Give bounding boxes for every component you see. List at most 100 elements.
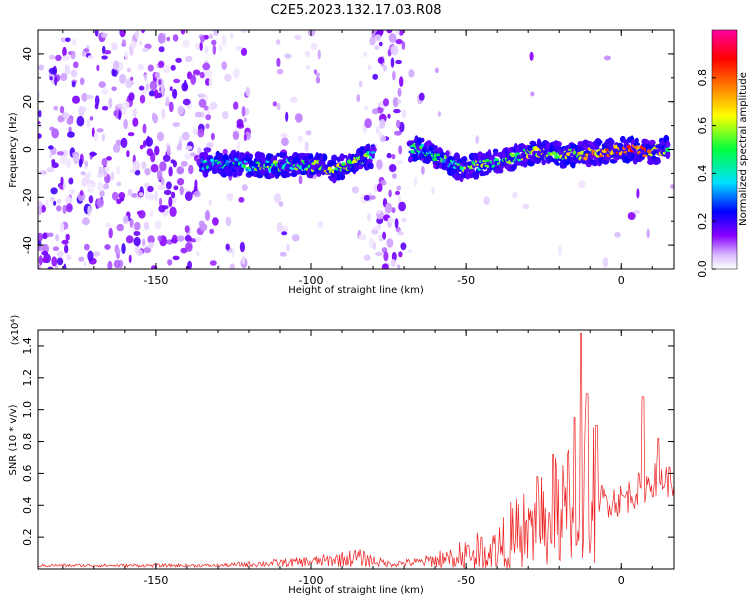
y-tick-label: 0 — [21, 146, 34, 153]
heatmap-speckle — [90, 180, 96, 189]
heatmap-speckle — [101, 105, 109, 111]
ridge-halo — [331, 154, 338, 162]
ridge-halo — [492, 148, 499, 154]
heatmap-speckle — [245, 86, 251, 97]
heatmap-speckle — [243, 117, 248, 123]
heatmap-speckle — [120, 137, 128, 148]
heatmap-speckle — [142, 47, 149, 53]
heatmap-speckle — [162, 154, 171, 162]
heatmap-speckle — [221, 35, 227, 46]
heatmap-speckle — [87, 250, 94, 262]
ridge-core — [281, 166, 285, 170]
heatmap-speckle — [160, 82, 165, 93]
heatmap-speckle — [172, 160, 177, 168]
heatmap-speckle — [194, 179, 198, 189]
ridge-halo — [322, 153, 328, 162]
heatmap-speckle — [81, 106, 87, 112]
heatmap-speckle — [392, 97, 399, 108]
heatmap-speckle — [100, 32, 108, 38]
heatmap-speckle — [475, 135, 480, 144]
heatmap-speckle — [180, 30, 186, 35]
colorbar-label: Normalized spectral amplitude — [738, 72, 749, 226]
heatmap-speckle — [166, 145, 171, 156]
heatmap-speckle — [226, 192, 234, 201]
heatmap-speckle — [104, 166, 110, 173]
heatmap-speckle — [391, 207, 396, 214]
heatmap-speckle — [204, 45, 209, 54]
heatmap-speckle — [130, 40, 137, 49]
heatmap-speckle — [384, 202, 393, 214]
heatmap-speckle — [240, 30, 248, 34]
heatmap-speckle — [400, 242, 407, 251]
heatmap-speckle — [62, 55, 71, 61]
ridge-halo — [420, 137, 425, 143]
heatmap-speckle — [138, 210, 146, 219]
heatmap-speckle — [46, 167, 55, 173]
heatmap-speckle — [204, 210, 211, 221]
heatmap-speckle — [382, 64, 388, 72]
heatmap-speckle — [636, 188, 640, 199]
heatmap-speckle — [185, 55, 193, 63]
heatmap-speckle — [304, 50, 311, 57]
heatmap-speckle — [154, 71, 161, 79]
ridge-halo — [541, 159, 546, 166]
heatmap-speckle — [59, 222, 65, 233]
heatmap-speckle — [111, 42, 118, 51]
heatmap-speckle — [210, 132, 215, 141]
heatmap-speckle — [96, 64, 100, 72]
heatmap-speckle — [87, 188, 95, 193]
heatmap-speckle — [356, 94, 361, 103]
heatmap-speckle — [483, 196, 490, 206]
heatmap-speckle — [89, 116, 94, 121]
heatmap-speckle — [171, 196, 177, 204]
heatmap-speckle — [168, 101, 174, 113]
heatmap-speckle — [184, 191, 193, 202]
heatmap-speckle — [103, 183, 109, 190]
heatmap-speckle — [138, 40, 143, 46]
heatmap-speckle — [184, 225, 190, 233]
heatmap-speckle — [124, 51, 129, 60]
heatmap-speckle — [205, 114, 212, 121]
heatmap-speckle — [123, 118, 128, 130]
heatmap-speckle — [375, 251, 383, 256]
heatmap-speckle — [53, 105, 59, 111]
heatmap-speckle — [530, 91, 535, 97]
heatmap-speckle — [72, 95, 80, 104]
heatmap-speckle — [172, 88, 178, 99]
heatmap-speckle — [149, 210, 154, 217]
heatmap-speckle — [112, 69, 118, 77]
heatmap-speckle — [78, 256, 85, 262]
heatmap-speckle — [72, 38, 77, 46]
heatmap-speckle — [202, 62, 211, 71]
ridge-halo — [208, 155, 213, 160]
heatmap-speckle — [96, 128, 104, 133]
heatmap-speckle — [116, 248, 121, 254]
heatmap-speckle — [224, 74, 232, 82]
heatmap-speckle — [59, 106, 65, 114]
ridge-halo — [587, 141, 594, 146]
heatmap-speckle — [199, 223, 208, 232]
heatmap-speckle — [390, 45, 399, 56]
heatmap-speckle — [162, 205, 169, 210]
heatmap-speckle — [272, 101, 277, 107]
heatmap-speckle — [38, 232, 44, 242]
heatmap-speckle — [121, 243, 126, 255]
heatmap-speckle — [78, 158, 83, 168]
heatmap-speckle — [143, 247, 151, 254]
heatmap-speckle — [134, 221, 141, 231]
ridge-halo — [648, 139, 656, 146]
heatmap-speckle — [368, 237, 375, 249]
heatmap-speckle — [358, 233, 367, 241]
heatmap-speckle — [154, 220, 162, 230]
heatmap-speckle — [133, 231, 141, 236]
y-tick-label: -20 — [21, 188, 34, 206]
heatmap-speckle — [396, 185, 402, 191]
heatmap-speckle — [182, 98, 191, 106]
heatmap-speckle — [119, 30, 126, 38]
heatmap-speckle — [137, 64, 144, 71]
heatmap-speckle — [434, 67, 439, 74]
heatmap-speckle — [210, 101, 218, 110]
heatmap-speckle — [38, 244, 43, 252]
heatmap-speckle — [390, 259, 396, 267]
